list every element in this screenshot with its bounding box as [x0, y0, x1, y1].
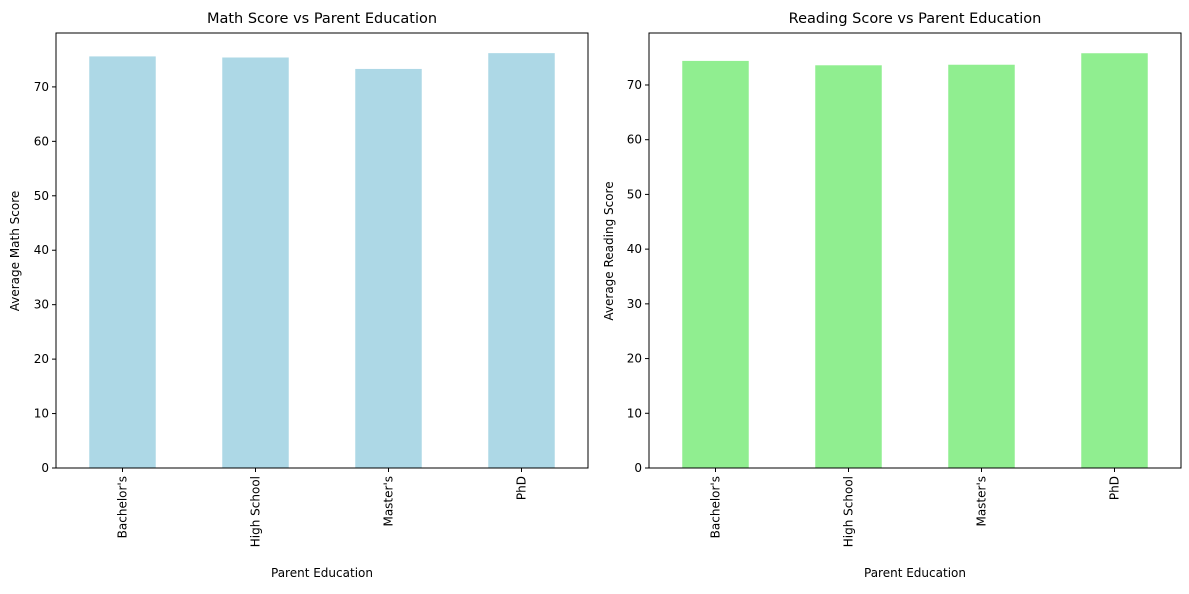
y-tick-label: 50	[34, 189, 49, 203]
y-tick-label: 30	[627, 297, 642, 311]
y-tick-label: 60	[627, 133, 642, 147]
bar	[815, 65, 882, 468]
bar	[89, 56, 156, 468]
bar	[682, 60, 749, 468]
y-tick-label: 40	[627, 242, 642, 256]
x-tick-label: Bachelor's	[116, 476, 130, 538]
y-tick-label: 30	[34, 298, 49, 312]
chart-title: Math Score vs Parent Education	[207, 11, 437, 27]
y-tick-label: 70	[627, 78, 642, 92]
y-axis-label: Average Math Score	[8, 191, 22, 312]
x-tick-label: PhD	[1108, 476, 1122, 500]
y-tick-label: 20	[34, 352, 49, 366]
chart-title: Reading Score vs Parent Education	[789, 11, 1042, 27]
bar	[222, 57, 289, 468]
y-axis-label: Average Reading Score	[602, 181, 616, 320]
y-tick-label: 60	[34, 134, 49, 148]
x-axis-label: Parent Education	[864, 566, 966, 580]
x-tick-label: High School	[249, 476, 263, 547]
x-tick-label: Bachelor's	[709, 476, 723, 538]
bar	[1081, 53, 1148, 469]
y-tick-label: 0	[41, 461, 49, 475]
bar	[355, 68, 422, 468]
bar	[488, 53, 555, 469]
y-tick-label: 10	[34, 407, 49, 421]
y-tick-label: 40	[34, 243, 49, 257]
plot-frame	[648, 32, 1182, 469]
math-score-chart: Math Score vs Parent Education Parent Ed…	[8, 11, 589, 580]
x-tick-label: Master's	[382, 476, 396, 527]
y-tick-label: 10	[627, 406, 642, 420]
y-tick-label: 50	[627, 187, 642, 201]
x-axis-label: Parent Education	[271, 566, 373, 580]
y-tick-label: 70	[34, 80, 49, 94]
y-tick-label: 0	[634, 461, 642, 475]
reading-score-chart: Reading Score vs Parent Education Parent…	[602, 11, 1182, 580]
y-tick-label: 20	[627, 352, 642, 366]
x-tick-label: PhD	[515, 476, 529, 500]
bar	[948, 64, 1015, 469]
x-tick-label: High School	[842, 476, 856, 547]
x-tick-label: Master's	[975, 476, 989, 527]
